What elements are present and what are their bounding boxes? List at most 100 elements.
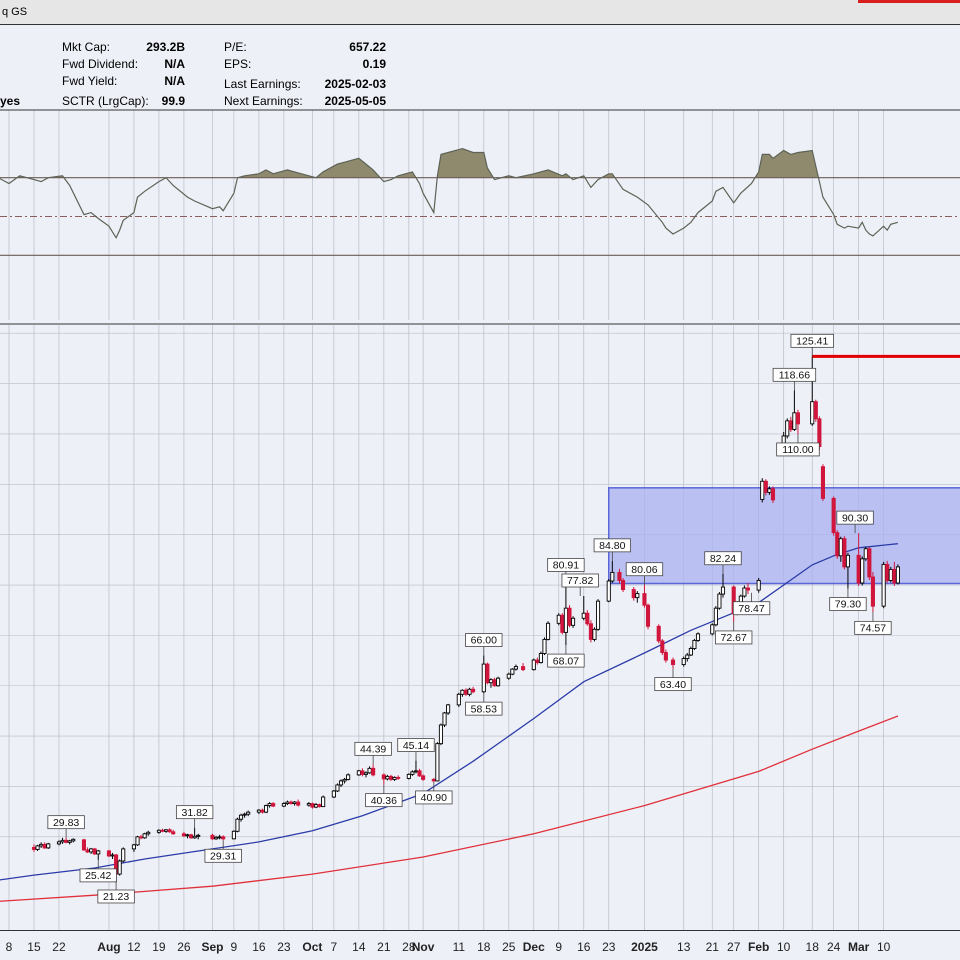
candle-body [321, 796, 326, 808]
down-candle [795, 409, 801, 434]
down-candle [92, 847, 97, 855]
up-candle [635, 591, 640, 603]
down-candle [31, 844, 37, 852]
up-candle [46, 842, 51, 849]
up-candle [720, 573, 726, 598]
up-candle [196, 833, 201, 840]
up-candle [785, 418, 790, 439]
up-candle [506, 672, 511, 680]
price-annotation: 80.06 [625, 562, 664, 585]
annotation-label: 90.30 [842, 512, 868, 524]
candle-body [813, 401, 818, 420]
up-candle [185, 833, 190, 839]
up-candle [67, 839, 72, 845]
candle-body [620, 580, 626, 591]
annotation-box [593, 538, 631, 553]
candle-body [681, 658, 686, 666]
up-candle [467, 687, 472, 697]
candle-body [213, 836, 219, 840]
candle-body [685, 654, 690, 659]
indicator-overbought-fill [0, 148, 898, 178]
candle-body [242, 813, 247, 816]
candle-body [142, 833, 147, 839]
candle-body [817, 418, 822, 447]
down-candle [260, 808, 265, 814]
down-candle [842, 536, 847, 570]
candle-body [485, 663, 490, 684]
candle-body [217, 836, 222, 839]
up-candle [71, 838, 76, 843]
annotation-box [654, 677, 692, 692]
up-candle [363, 771, 369, 778]
candle-body [367, 767, 372, 774]
stat-value-last-earnings: 2025-02-03 [324, 77, 386, 91]
up-candle [760, 478, 765, 503]
x-tick-label: 28 [402, 940, 416, 954]
down-candle [81, 838, 87, 851]
up-candle [321, 795, 326, 808]
annotation-label: 66.00 [471, 635, 497, 647]
price-annotation: 79.30 [829, 588, 867, 611]
candle-body [763, 480, 768, 493]
annotation-label: 63.40 [660, 679, 686, 691]
candle-body [388, 775, 394, 780]
up-candle [246, 810, 251, 817]
down-candle [885, 560, 890, 584]
up-candle [192, 827, 197, 839]
x-tick-label: 23 [602, 940, 616, 954]
up-candle [56, 840, 62, 846]
candle-body [660, 640, 665, 653]
up-candle [331, 789, 336, 799]
candle-body [156, 829, 161, 833]
up-candle [242, 812, 247, 818]
up-candle [446, 703, 451, 715]
long-ma-line [0, 715, 899, 902]
candle-body [838, 538, 843, 557]
candle-body [160, 829, 165, 832]
annotation-label: 58.53 [471, 703, 497, 715]
annotation-label: 80.91 [553, 560, 579, 572]
stat-value-sctr: 99.9 [161, 94, 185, 108]
candle-body [131, 844, 136, 850]
stat-value-next-earnings: 2025-05-05 [324, 94, 386, 108]
candle-body [863, 548, 868, 560]
annotation-label: 82.24 [710, 553, 736, 565]
up-candle [406, 773, 411, 780]
x-tick-label: 12 [127, 940, 141, 954]
x-tick-label: 10 [877, 940, 891, 954]
candle-body [460, 689, 465, 695]
candle-body [663, 652, 668, 661]
up-candle [685, 653, 690, 662]
candle-body [513, 666, 518, 670]
stat-label-pe: P/E: [224, 40, 247, 54]
annotation-label: 72.67 [721, 632, 747, 644]
price-annotation: 29.83 [47, 815, 85, 838]
down-candle [463, 688, 469, 696]
down-candle [763, 479, 768, 496]
up-candle [496, 676, 501, 687]
up-candle [392, 776, 397, 781]
x-tick-label: Mar [848, 940, 870, 954]
down-candle [160, 828, 165, 833]
candle-body [31, 846, 37, 850]
price-annotation: 40.36 [365, 784, 403, 808]
up-candle [510, 668, 515, 676]
price-annotation: 63.40 [654, 668, 692, 692]
candle-body [496, 677, 501, 687]
up-candle [96, 849, 101, 860]
annotation-box [465, 701, 503, 716]
candle-body [421, 775, 426, 780]
stat-value-mkt-cap: 293.2B [146, 40, 185, 54]
up-candle [688, 646, 693, 657]
candle-body [895, 566, 900, 584]
candle-body [181, 833, 186, 837]
down-candle [106, 849, 111, 857]
up-candle [335, 783, 340, 792]
down-candle [371, 764, 376, 777]
down-candle [870, 571, 875, 613]
down-candle [388, 774, 394, 781]
candle-body [110, 854, 115, 857]
down-candle [271, 802, 276, 808]
candle-body [192, 835, 197, 839]
candle-body [535, 659, 540, 664]
